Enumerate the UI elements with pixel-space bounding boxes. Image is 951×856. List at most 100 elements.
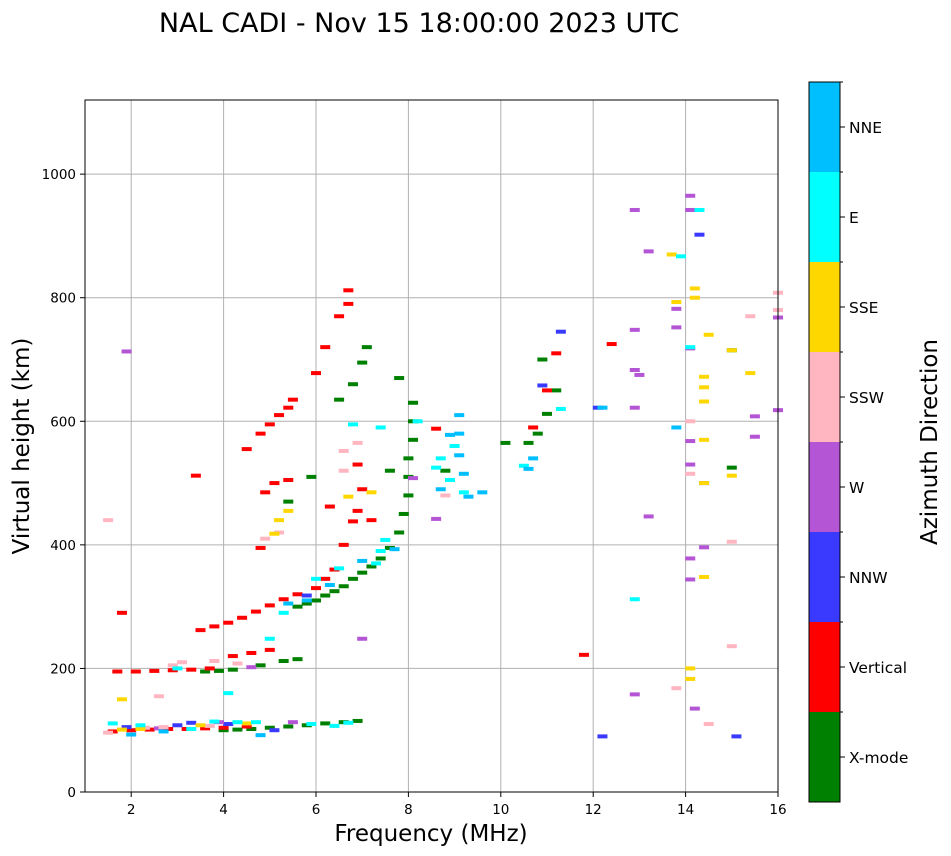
point-e-25 <box>412 419 423 424</box>
point-x-mode-22 <box>357 570 368 575</box>
point-vertical-40 <box>334 314 345 319</box>
point-vertical-42 <box>352 462 363 467</box>
point-vertical-43 <box>357 487 368 492</box>
point-sse-25 <box>699 481 710 486</box>
point-vertical-44 <box>347 519 358 524</box>
colorbar-label-e: E <box>849 209 859 227</box>
point-ssw-7 <box>232 661 243 666</box>
point-w-4 <box>408 476 419 481</box>
point-nne-15 <box>444 432 455 437</box>
point-nnw-7 <box>597 734 608 739</box>
colorbar-swatch-vertical <box>809 622 840 712</box>
colorbar-label-sse: SSE <box>849 299 878 317</box>
point-sse-12 <box>699 374 710 379</box>
colorbar-swatch-nnw <box>809 532 840 622</box>
point-sse-7 <box>283 508 294 513</box>
point-nne-3 <box>283 601 294 606</box>
plot-frame <box>84 99 779 793</box>
point-e-4 <box>232 720 243 725</box>
point-x-mode-41 <box>306 474 317 479</box>
point-vertical-47 <box>352 508 363 513</box>
point-x-mode-33 <box>408 400 419 405</box>
point-nne-11 <box>458 471 469 476</box>
point-e-21 <box>444 477 455 482</box>
point-ssw-4 <box>153 694 164 699</box>
point-ssw-6 <box>177 660 188 665</box>
point-e-0 <box>107 721 118 726</box>
point-e-16 <box>375 549 386 554</box>
point-w-22 <box>643 514 654 519</box>
point-x-mode-31 <box>408 437 419 442</box>
point-vertical-20 <box>237 615 248 620</box>
point-vertical-32 <box>283 405 294 410</box>
colorbar-swatch-ssw <box>809 352 840 442</box>
point-e-14 <box>334 566 345 571</box>
point-vertical-56 <box>190 473 201 478</box>
colorbar-swatch-e <box>809 172 840 262</box>
point-x-mode-30 <box>403 456 414 461</box>
point-e-19 <box>435 456 446 461</box>
point-vertical-14 <box>227 654 238 659</box>
point-nne-19 <box>597 405 608 410</box>
y-tick-label-2: 400 <box>50 538 76 554</box>
point-x-mode-6 <box>320 721 331 726</box>
point-x-mode-36 <box>357 360 368 365</box>
x-axis-ticks: 2 4 6 8 10 12 14 16 <box>127 792 787 818</box>
point-vertical-46 <box>338 542 349 547</box>
point-sse-15 <box>703 332 714 337</box>
point-ssw-2 <box>158 725 169 730</box>
point-e-30 <box>555 406 566 411</box>
point-x-mode-12 <box>255 663 266 668</box>
colorbar-swatch-x-mode <box>809 712 840 802</box>
point-sse-9 <box>366 490 377 495</box>
point-nne-4 <box>301 598 312 603</box>
point-e-8 <box>343 720 354 725</box>
point-nnw-5 <box>301 593 312 598</box>
point-x-mode-23 <box>366 564 377 569</box>
colorbar-frame <box>808 81 841 803</box>
point-vertical-10 <box>149 668 160 673</box>
point-vertical-39 <box>320 345 331 350</box>
point-e-11 <box>264 636 275 641</box>
x-axis-label: Frequency (MHz) <box>334 821 527 847</box>
point-e-28 <box>675 254 686 259</box>
point-nne-10 <box>454 453 465 458</box>
point-ssw-11 <box>352 440 363 445</box>
point-x-mode-49 <box>726 465 737 470</box>
point-ssw-10 <box>338 448 349 453</box>
point-w-15 <box>629 405 640 410</box>
point-x-mode-39 <box>384 468 395 473</box>
point-ssw-8 <box>209 659 220 664</box>
y-axis-ticks: 0 200 400 600 800 1000 <box>42 167 85 801</box>
point-w-17 <box>685 439 696 444</box>
point-w-13 <box>634 372 645 377</box>
point-vertical-22 <box>264 603 275 608</box>
point-sse-8 <box>343 494 354 499</box>
point-nne-9 <box>454 413 465 418</box>
point-x-mode-1 <box>232 727 243 732</box>
x-tick-label-3: 8 <box>404 802 413 818</box>
point-nne-6 <box>357 558 368 563</box>
point-nne-0 <box>126 732 137 737</box>
colorbar-label-w: W <box>849 479 864 497</box>
point-x-mode-42 <box>500 440 511 445</box>
point-w-11 <box>671 325 682 330</box>
point-sse-16 <box>699 437 710 442</box>
colorbar-swatch-sse <box>809 262 840 352</box>
point-sse-1 <box>135 726 146 731</box>
point-x-mode-26 <box>394 530 405 535</box>
point-nne-18 <box>671 425 682 430</box>
data-points <box>103 193 783 739</box>
point-vertical-37 <box>283 477 294 482</box>
point-x-mode-44 <box>532 431 543 436</box>
point-vertical-41 <box>343 301 354 306</box>
point-nnw-1 <box>172 723 183 728</box>
point-nne-16 <box>528 456 539 461</box>
point-vertical-9 <box>130 669 141 674</box>
point-vertical-49 <box>343 288 354 293</box>
x-tick-label-7: 16 <box>769 802 786 818</box>
point-nne-2 <box>255 733 266 738</box>
point-ssw-18 <box>726 644 737 649</box>
point-e-13 <box>311 576 321 581</box>
